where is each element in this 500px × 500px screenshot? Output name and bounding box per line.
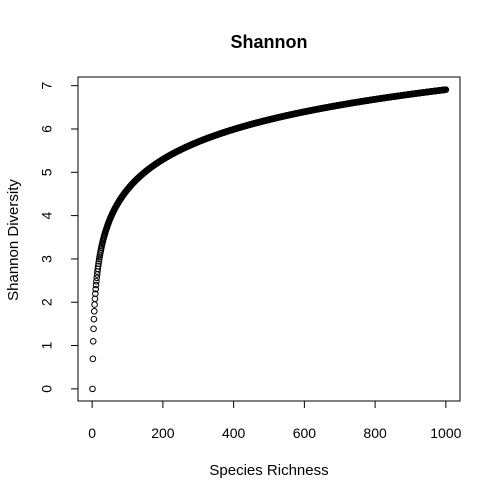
data-point (89, 385, 96, 393)
y-tick-label: 4 (39, 212, 55, 220)
y-tick-label: 2 (39, 298, 55, 306)
data-point (92, 281, 100, 289)
chart-title: Shannon (231, 32, 308, 52)
y-axis-label: Shannon Diversity (5, 179, 22, 301)
data-points (89, 86, 450, 393)
y-tick-label: 6 (39, 125, 55, 133)
data-point (92, 285, 99, 293)
plot-frame (77, 76, 461, 402)
data-point (94, 262, 102, 270)
y-tick-label: 7 (39, 82, 55, 90)
data-point (93, 277, 100, 285)
data-point (90, 325, 97, 333)
data-point (90, 307, 98, 315)
data-point (89, 337, 97, 345)
x-axis-label: Species Richness (209, 462, 328, 479)
x-tick-label: 800 (363, 425, 387, 441)
x-tick-label: 600 (293, 425, 317, 441)
y-tick-label: 1 (39, 341, 55, 349)
data-point (92, 290, 99, 298)
x-tick-label: 1000 (430, 425, 461, 441)
data-point (442, 86, 450, 93)
y-axis: 0 1 2 3 4 5 6 7 (39, 82, 79, 393)
data-point (90, 315, 98, 323)
y-tick-label: 5 (39, 168, 55, 176)
x-tick-label: 200 (151, 425, 175, 441)
x-tick-label: 400 (222, 425, 246, 441)
x-axis: 0 200 400 600 800 1000 (88, 400, 462, 441)
y-tick-label: 0 (39, 385, 55, 393)
data-point (93, 274, 101, 282)
data-point (95, 260, 102, 267)
y-tick-label: 3 (39, 255, 55, 263)
data-point (95, 258, 103, 265)
data-point (91, 301, 98, 308)
x-tick-label: 0 (88, 425, 96, 441)
data-point (89, 355, 97, 363)
